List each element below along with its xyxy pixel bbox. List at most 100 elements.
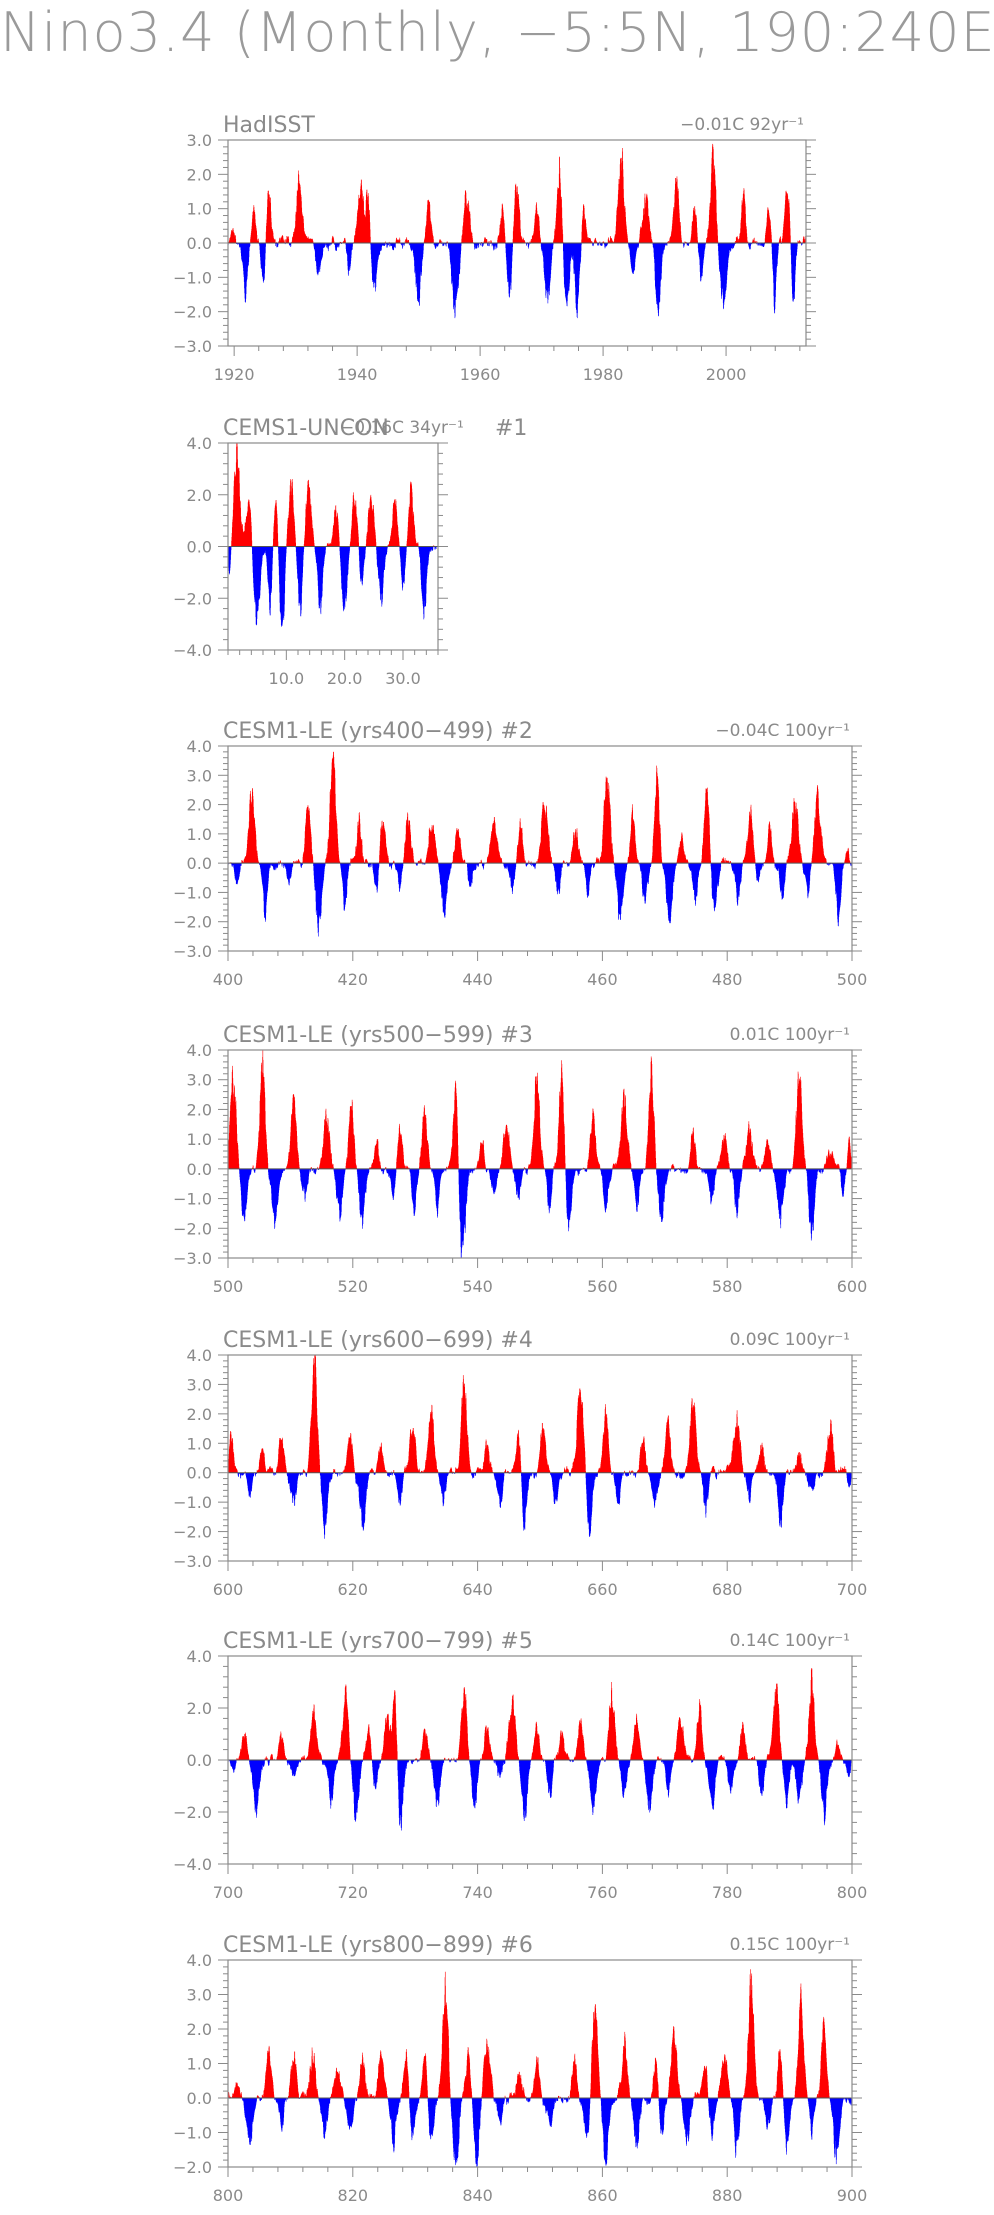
y-tick-label: −3.0 <box>173 1249 212 1268</box>
y-tick-label: 2.0 <box>187 1405 212 1424</box>
panel-member-number: #1 <box>495 416 527 441</box>
x-tick-label: 460 <box>587 970 618 989</box>
panel-title: CESM1-LE (yrs400−499) #2 <box>223 719 533 744</box>
chart-panel-2: 4.0 2.0 0.0 −2.0 −4.0 10.0 20.0 30.0 CEMS1-UNCON… <box>173 416 527 688</box>
y-tick-label: −3.0 <box>173 1552 212 1571</box>
y-tick-label: 1.0 <box>187 825 212 844</box>
trend-label: 0.09C 100yr⁻¹ <box>730 1330 850 1350</box>
x-tick-label: 500 <box>213 1277 244 1296</box>
positive-anomaly-bars <box>228 1969 830 2098</box>
y-tick-label: 1.0 <box>187 1434 212 1453</box>
negative-anomaly-bars <box>237 1472 853 1539</box>
plot-frame <box>227 1049 853 1259</box>
y-tick-label: −2.0 <box>173 589 212 608</box>
y-tick-label: 2.0 <box>187 1100 212 1119</box>
x-tick-label: 740 <box>462 1883 493 1902</box>
positive-anomaly-bars <box>228 1355 847 1473</box>
y-tick-label: −2.0 <box>173 913 212 932</box>
negative-anomaly-bars <box>228 1760 852 1831</box>
y-tick-label: 1.0 <box>187 1130 212 1149</box>
trend-label: −0.16C 34yr⁻¹ <box>340 418 464 438</box>
panel-title: HadISST <box>223 113 315 138</box>
y-tick-label: 2.0 <box>187 486 212 505</box>
y-tick-label: 1.0 <box>187 200 212 219</box>
negative-anomaly-bars <box>228 863 852 937</box>
x-tick-label: 20.0 <box>327 669 363 688</box>
positive-anomaly-bars <box>228 1050 853 1169</box>
y-tick-label: 2.0 <box>187 1699 212 1718</box>
y-tick-label: −2.0 <box>173 1219 212 1238</box>
x-tick-label: 880 <box>712 2186 743 2205</box>
positive-anomaly-bars <box>228 1668 853 1760</box>
x-tick-label: 560 <box>587 1277 618 1296</box>
x-tick-label: 540 <box>462 1277 493 1296</box>
y-tick-label: 0.0 <box>187 1160 212 1179</box>
y-tick-label: 2.0 <box>187 2020 212 2039</box>
y-tick-label: 3.0 <box>187 1375 212 1394</box>
figure-title: Nino3.4 (Monthly, −5:5N, 190:240E) <box>0 1 994 64</box>
panel-title: CESM1-LE (yrs700−799) #5 <box>223 1629 533 1654</box>
panel-title: CESM1-LE (yrs500−599) #3 <box>223 1023 533 1048</box>
x-tick-label: 720 <box>338 1883 369 1902</box>
y-tick-label: 3.0 <box>187 766 212 785</box>
trend-label: 0.01C 100yr⁻¹ <box>730 1025 850 1045</box>
x-tick-label: 840 <box>462 2186 493 2205</box>
y-tick-label: −4.0 <box>173 641 212 660</box>
trend-label: −0.01C 92yr⁻¹ <box>680 115 804 135</box>
y-tick-label: −1.0 <box>173 2124 212 2143</box>
negative-anomaly-bars <box>229 2098 853 2167</box>
trend-label: 0.14C 100yr⁻¹ <box>730 1631 850 1651</box>
x-tick-label: 500 <box>837 970 868 989</box>
x-tick-label: 700 <box>837 1580 868 1599</box>
x-tick-label: 800 <box>837 1883 868 1902</box>
y-tick-label: −1.0 <box>173 883 212 902</box>
x-tick-label: 900 <box>837 2186 868 2205</box>
x-tick-label: 400 <box>213 970 244 989</box>
negative-anomaly-bars <box>228 546 439 627</box>
y-tick-label: −1.0 <box>173 1493 212 1512</box>
x-tick-label: 600 <box>837 1277 868 1296</box>
plot-frame <box>227 1959 853 2168</box>
y-tick-label: 3.0 <box>187 1071 212 1090</box>
x-tick-label: 2000 <box>706 365 747 384</box>
y-tick-label: 4.0 <box>187 1951 212 1970</box>
x-tick-label: 1920 <box>214 365 255 384</box>
y-tick-label: 2.0 <box>187 796 212 815</box>
negative-anomaly-bars <box>239 1168 847 1258</box>
y-tick-label: −2.0 <box>173 1523 212 1542</box>
y-tick-label: 3.0 <box>187 131 212 150</box>
x-tick-label: 620 <box>338 1580 369 1599</box>
y-tick-label: 2.0 <box>187 165 212 184</box>
positive-anomaly-bars <box>228 143 807 243</box>
plot-frame <box>227 1354 853 1562</box>
panel-title: CESM1-LE (yrs800−899) #6 <box>223 1933 533 1958</box>
x-tick-label: 480 <box>712 970 743 989</box>
y-tick-label: 4.0 <box>187 434 212 453</box>
panel-title: CESM1-LE (yrs600−699) #4 <box>223 1328 533 1353</box>
trend-label: 0.15C 100yr⁻¹ <box>730 1935 850 1955</box>
y-tick-label: 4.0 <box>187 1647 212 1666</box>
trend-label: −0.04C 100yr⁻¹ <box>715 721 850 741</box>
x-tick-label: 640 <box>462 1580 493 1599</box>
plot-frame <box>227 745 853 952</box>
y-tick-label: −2.0 <box>173 303 212 322</box>
y-tick-label: 0.0 <box>187 1751 212 1770</box>
y-tick-label: −1.0 <box>173 268 212 287</box>
x-tick-label: 820 <box>338 2186 369 2205</box>
y-tick-label: 1.0 <box>187 2055 212 2074</box>
y-tick-label: −4.0 <box>173 1855 212 1874</box>
x-tick-label: 660 <box>587 1580 618 1599</box>
x-tick-label: 780 <box>712 1883 743 1902</box>
y-tick-label: −3.0 <box>173 942 212 961</box>
x-tick-label: 700 <box>213 1883 244 1902</box>
y-tick-label: −2.0 <box>173 2158 212 2177</box>
y-tick-label: −2.0 <box>173 1803 212 1822</box>
positive-anomaly-bars <box>231 443 439 547</box>
y-tick-label: 0.0 <box>187 538 212 557</box>
x-tick-label: 30.0 <box>385 669 421 688</box>
panel-title: CEMS1-UNCON <box>223 416 389 441</box>
